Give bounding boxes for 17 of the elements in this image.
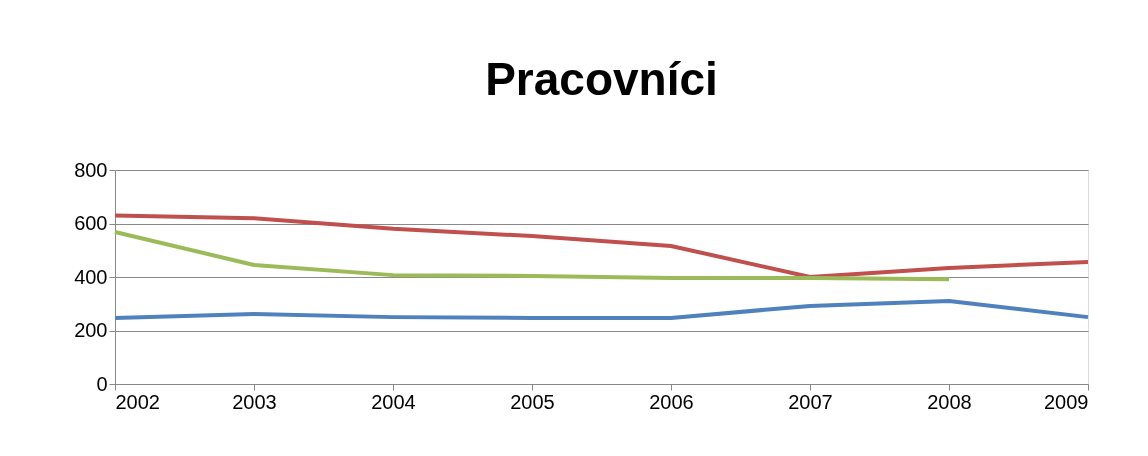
x-tick-label: 2009 <box>1044 390 1089 413</box>
chart-title: Pracovníci <box>485 53 718 105</box>
x-tick-label: 2005 <box>510 390 555 413</box>
x-tick-label: 2008 <box>927 390 972 413</box>
line-series <box>113 213 1090 279</box>
y-tick-label: 200 <box>74 319 108 341</box>
x-tick-label: 2007 <box>788 390 833 413</box>
x-tick-label: 2006 <box>649 390 694 413</box>
y-tick-label: 400 <box>74 265 108 288</box>
line-series <box>113 299 1090 320</box>
y-tick-label: 600 <box>74 212 108 234</box>
x-tick-label: 2004 <box>371 390 416 413</box>
x-tick-label: 2003 <box>232 390 277 413</box>
x-tick-label: 2002 <box>115 390 160 413</box>
y-tick-label: 800 <box>74 158 108 181</box>
y-tick-label: 0 <box>96 372 108 395</box>
line-series <box>113 230 951 282</box>
